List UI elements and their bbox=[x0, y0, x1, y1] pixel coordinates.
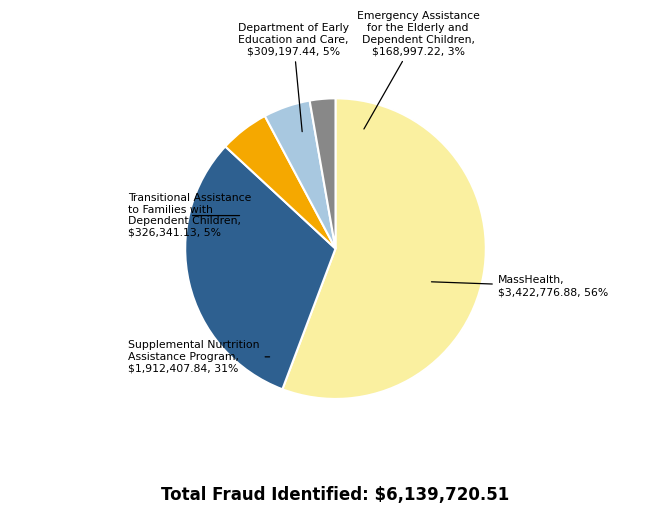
Text: Transitional Assistance
to Families with
Dependent Children,
$326,341.13, 5%: Transitional Assistance to Families with… bbox=[128, 193, 252, 238]
Wedge shape bbox=[265, 100, 336, 249]
Text: Emergency Assistance
for the Elderly and
Dependent Children,
$168,997.22, 3%: Emergency Assistance for the Elderly and… bbox=[357, 11, 480, 129]
Text: MassHealth,
$3,422,776.88, 56%: MassHealth, $3,422,776.88, 56% bbox=[431, 276, 608, 297]
Text: Supplemental Nurtrition
Assistance Program,
$1,912,407.84, 31%: Supplemental Nurtrition Assistance Progr… bbox=[128, 340, 270, 373]
Text: Total Fraud Identified: $6,139,720.51: Total Fraud Identified: $6,139,720.51 bbox=[161, 486, 510, 503]
Wedge shape bbox=[282, 98, 486, 399]
Text: Department of Early
Education and Care,
$309,197.44, 5%: Department of Early Education and Care, … bbox=[238, 23, 349, 132]
Wedge shape bbox=[309, 98, 336, 249]
Wedge shape bbox=[225, 116, 336, 249]
Wedge shape bbox=[185, 147, 336, 389]
